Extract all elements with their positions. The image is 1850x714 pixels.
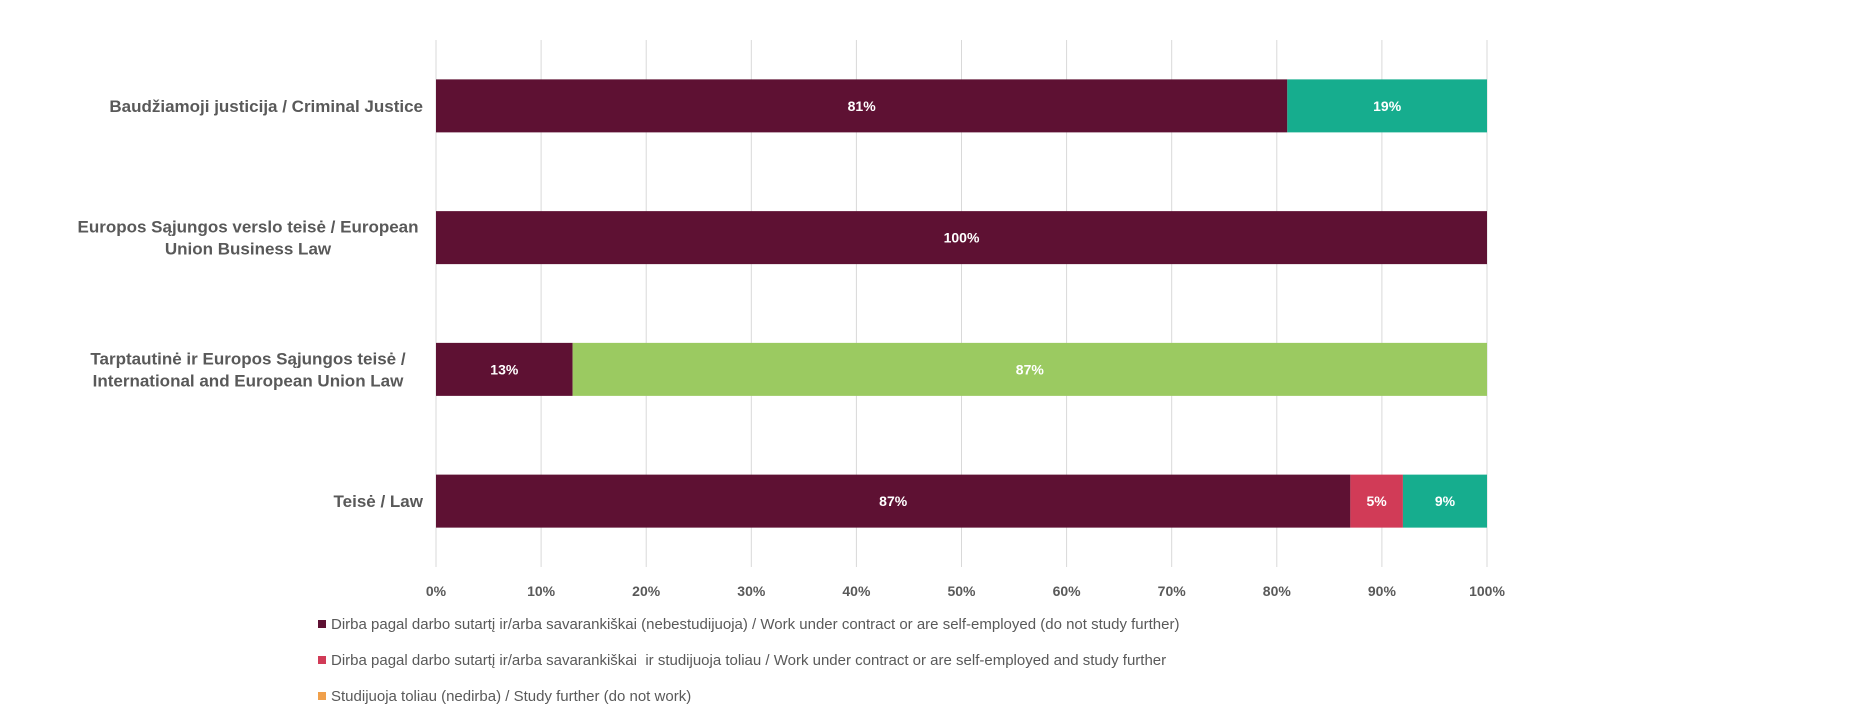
legend-swatch (318, 692, 326, 700)
x-tick-label: 30% (737, 583, 766, 599)
legend: Dirba pagal darbo sutartį ir/arba savara… (318, 606, 1179, 714)
bar-segment (572, 342, 1487, 396)
bars: 81% 19% 100% 13% 87% 87% 5% 9% (436, 79, 1487, 528)
bar-segment (436, 211, 1487, 265)
legend-label: Studijuoja toliau (nedirba) / Study furt… (331, 687, 692, 705)
category-label-line: Europos Sąjungos verslo teisė / European (77, 218, 418, 237)
data-label: 81% (848, 98, 877, 114)
legend-item: Dirba pagal darbo sutartį ir/arba savara… (318, 642, 1179, 678)
x-tick-label: 70% (1158, 583, 1187, 599)
category-label: Baudžiamoji justicija / Criminal Justice (109, 97, 423, 116)
category-labels: Baudžiamoji justicija / Criminal Justice… (77, 97, 423, 511)
category-label-line: Union Business Law (165, 240, 332, 259)
bar-segment (436, 79, 1288, 133)
data-label: 5% (1367, 493, 1388, 509)
category-label-line: Teisė / Law (334, 492, 424, 511)
bar-segment (436, 474, 1351, 528)
legend-label: Dirba pagal darbo sutartį ir/arba savara… (331, 615, 1180, 633)
x-tick-label: 0% (426, 583, 447, 599)
x-tick-label: 90% (1368, 583, 1397, 599)
data-label: 87% (879, 493, 908, 509)
x-tick-label: 10% (527, 583, 556, 599)
data-label: 87% (1016, 361, 1045, 377)
x-axis-ticks: 0% 10% 20% 30% 40% 50% 60% 70% 80% 90% 100% (426, 583, 1506, 599)
x-tick-label: 100% (1469, 583, 1505, 599)
x-tick-label: 50% (947, 583, 976, 599)
category-label: Europos Sąjungos verslo teisė / European… (77, 218, 418, 259)
legend-item: Studijuoja toliau (nedirba) / Study furt… (318, 678, 1179, 714)
category-label-line: Baudžiamoji justicija / Criminal Justice (109, 97, 423, 116)
bar-segment (1350, 474, 1403, 528)
legend-label: Dirba pagal darbo sutartį ir/arba savara… (331, 651, 1167, 669)
data-label: 9% (1435, 493, 1456, 509)
x-tick-label: 60% (1053, 583, 1082, 599)
legend-swatch (318, 656, 326, 664)
stacked-bar-chart: 81% 19% 100% 13% 87% 87% 5% 9% Baudžiamoji just… (77, 40, 1506, 599)
bar-segment (436, 342, 573, 396)
legend-item: Dirba pagal darbo sutartį ir/arba savara… (318, 606, 1179, 642)
category-label: Teisė / Law (334, 492, 424, 511)
category-label-line: International and European Union Law (93, 371, 405, 390)
data-label: 19% (1373, 98, 1402, 114)
category-label-line: Tarptautinė ir Europos Sąjungos teisė / (90, 349, 405, 368)
bar-segment (1287, 79, 1487, 133)
legend-swatch (318, 620, 326, 628)
x-tick-label: 80% (1263, 583, 1292, 599)
data-label: 100% (944, 230, 980, 246)
category-label: Tarptautinė ir Europos Sąjungos teisė / I… (90, 349, 405, 390)
x-tick-label: 40% (842, 583, 871, 599)
data-label: 13% (490, 361, 519, 377)
x-tick-label: 20% (632, 583, 661, 599)
bar-segment (1402, 474, 1487, 528)
